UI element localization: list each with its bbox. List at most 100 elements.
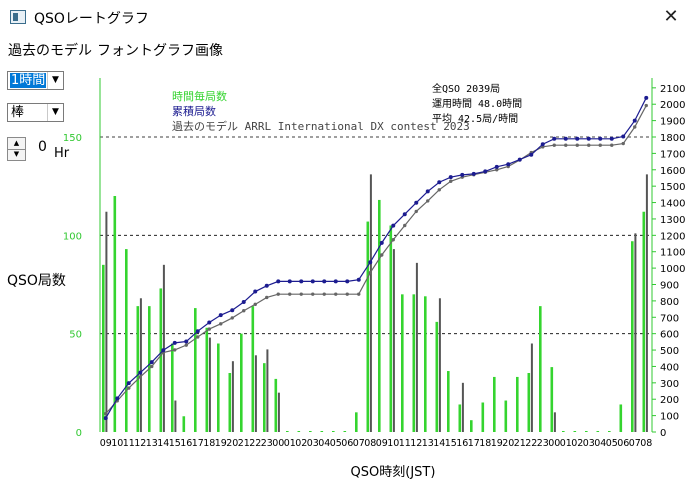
point-model-cumulative xyxy=(633,125,637,129)
x-tick-label: 23 xyxy=(261,438,273,449)
window-title: QSOレートグラフ xyxy=(34,11,149,27)
point-cumulative xyxy=(563,136,568,141)
offset-spinner[interactable]: ▲ ▼ xyxy=(7,137,26,161)
point-cumulative xyxy=(333,279,338,284)
y-tick-right: 1700 xyxy=(660,149,685,160)
x-tick-label: 22 xyxy=(525,438,537,449)
x-tick-label: 06 xyxy=(617,438,629,449)
point-model-cumulative xyxy=(207,327,211,331)
point-cumulative xyxy=(207,320,212,325)
spin-down-icon[interactable]: ▼ xyxy=(13,150,20,158)
x-tick-label: 20 xyxy=(226,438,238,449)
y-tick-right: 200 xyxy=(660,395,679,406)
x-tick-label: 05 xyxy=(330,438,342,449)
y-tick-right: 1000 xyxy=(660,264,685,275)
y-tick-right: 1600 xyxy=(660,166,685,177)
x-tick-label: 12 xyxy=(134,438,146,449)
y-tick-right: 800 xyxy=(660,297,679,308)
point-cumulative xyxy=(552,136,557,141)
point-cumulative xyxy=(287,279,292,284)
point-cumulative xyxy=(345,279,350,284)
bar-hourly xyxy=(125,249,128,432)
menu-graph-image[interactable]: グラフ画像 xyxy=(153,43,223,59)
bar-model xyxy=(369,174,372,432)
chart-style-value: 棒 xyxy=(11,105,25,120)
x-tick-label: 08 xyxy=(640,438,652,449)
x-tick-label: 09 xyxy=(100,438,112,449)
x-tick-label: 10 xyxy=(387,438,399,449)
x-tick-label: 10 xyxy=(111,438,123,449)
x-tick-label: 05 xyxy=(606,438,618,449)
interval-select[interactable]: 1時間 ▼ xyxy=(7,71,64,90)
bar-hourly xyxy=(562,431,565,432)
point-model-cumulative xyxy=(138,375,142,379)
bar-model xyxy=(266,349,269,432)
chevron-down-icon[interactable]: ▼ xyxy=(47,104,63,121)
point-model-cumulative xyxy=(495,168,499,172)
point-model-cumulative xyxy=(610,143,614,147)
x-tick-label: 13 xyxy=(422,438,434,449)
point-model-cumulative xyxy=(426,199,430,203)
point-model-cumulative xyxy=(368,271,372,275)
bar-hourly xyxy=(205,327,209,432)
bar-model xyxy=(415,262,418,432)
x-tick-label: 02 xyxy=(571,438,583,449)
bar-hourly xyxy=(297,431,301,432)
bar-model xyxy=(277,392,280,432)
point-cumulative xyxy=(471,171,476,176)
chevron-down-icon[interactable]: ▼ xyxy=(47,72,63,89)
x-tick-label: 11 xyxy=(123,438,135,449)
y-tick-left: 150 xyxy=(63,133,82,144)
point-model-cumulative xyxy=(288,292,292,296)
point-model-cumulative xyxy=(311,292,315,296)
x-tick-label: 19 xyxy=(491,438,503,449)
bar-model xyxy=(461,382,464,432)
menu-past-model[interactable]: 過去のモデル xyxy=(8,43,92,59)
point-model-cumulative xyxy=(242,309,246,313)
x-tick-label: 21 xyxy=(514,438,526,449)
point-cumulative xyxy=(402,212,407,217)
point-model-cumulative xyxy=(598,143,602,147)
spin-up-icon[interactable]: ▲ xyxy=(8,138,25,150)
bar-hourly xyxy=(240,333,243,432)
x-tick-label: 00 xyxy=(548,438,560,449)
bar-hourly xyxy=(389,225,393,432)
x-tick-label: 14 xyxy=(157,438,169,449)
x-tick-label: 01 xyxy=(284,438,296,449)
bar-hourly xyxy=(585,431,588,432)
bar-model xyxy=(105,211,108,432)
bar-hourly xyxy=(217,343,220,432)
y-tick-right: 2100 xyxy=(660,84,685,95)
point-cumulative xyxy=(356,277,361,282)
point-cumulative xyxy=(138,370,143,375)
y-tick-right: 100 xyxy=(660,412,679,423)
bar-hourly xyxy=(274,378,278,432)
point-cumulative xyxy=(195,329,200,334)
point-cumulative xyxy=(241,300,246,305)
menu-font[interactable]: フォント xyxy=(97,43,153,59)
y-tick-left: 0 xyxy=(76,428,82,439)
bar-hourly xyxy=(631,241,634,432)
point-cumulative xyxy=(103,416,108,421)
bar-model xyxy=(645,174,648,432)
bar-hourly xyxy=(113,196,117,432)
x-tick-label: 18 xyxy=(203,438,215,449)
point-cumulative xyxy=(172,340,177,345)
point-cumulative xyxy=(368,260,373,265)
bar-model xyxy=(139,298,142,432)
close-icon[interactable]: ✕ xyxy=(663,6,679,27)
x-tick-label: 12 xyxy=(410,438,422,449)
x-tick-label: 04 xyxy=(594,438,606,449)
y-tick-right: 700 xyxy=(660,313,679,324)
bar-hourly xyxy=(550,367,554,432)
bar-hourly xyxy=(366,221,370,432)
y-tick-right: 600 xyxy=(660,330,679,341)
y-tick-right: 1100 xyxy=(660,248,685,259)
chart-style-select[interactable]: 棒 ▼ xyxy=(7,103,64,122)
point-model-cumulative xyxy=(380,253,384,257)
point-cumulative xyxy=(644,95,649,100)
point-cumulative xyxy=(598,136,603,141)
bar-hourly xyxy=(251,306,255,432)
point-cumulative xyxy=(184,339,189,344)
x-tick-label: 18 xyxy=(479,438,491,449)
